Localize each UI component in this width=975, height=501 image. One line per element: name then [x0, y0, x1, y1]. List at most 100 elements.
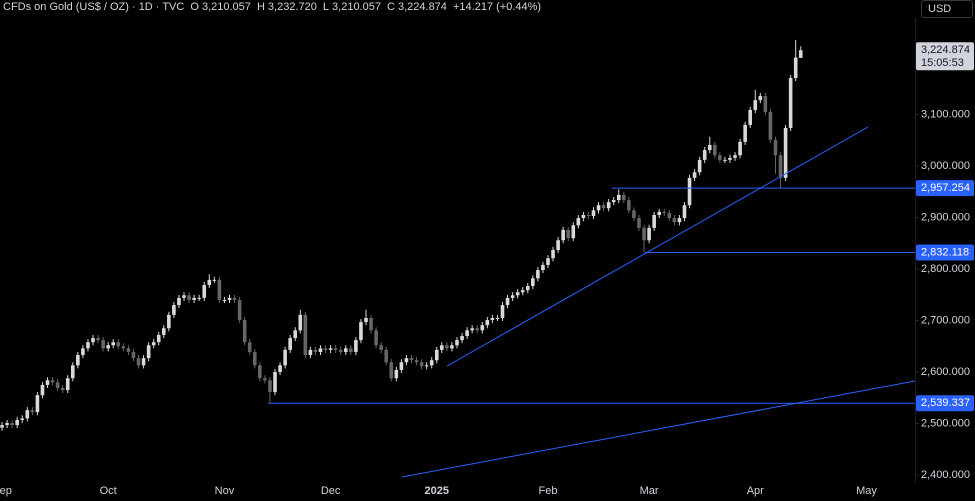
candle-body: [495, 317, 500, 319]
candle-body: [667, 212, 672, 219]
ohlc-key: L: [322, 1, 330, 13]
candle-body: [202, 285, 207, 298]
candle-body: [793, 57, 798, 79]
candle-body: [212, 279, 217, 281]
candle-body: [586, 214, 591, 217]
candle-body: [45, 380, 50, 385]
candle-body: [672, 218, 677, 223]
candle-body: [187, 295, 191, 300]
candle-body: [763, 96, 768, 112]
candle-body: [682, 205, 687, 219]
candle-body: [349, 348, 353, 352]
candle-body: [354, 340, 358, 352]
candle-body: [146, 345, 151, 359]
candle-body: [576, 218, 581, 226]
candle-body: [258, 365, 262, 379]
x-tick-label: Sep: [0, 485, 12, 497]
candle-body: [116, 342, 121, 347]
candle-body: [293, 330, 298, 339]
candle-body: [551, 249, 555, 259]
candle-body: [460, 335, 464, 341]
candle-body: [207, 279, 212, 286]
y-tick-label: 3,100.000: [921, 108, 970, 120]
candle-body: [728, 157, 732, 160]
candle-body: [733, 155, 737, 158]
candle-body: [303, 314, 308, 356]
candle-body: [632, 210, 636, 219]
candle-body: [490, 317, 495, 321]
candle-body: [647, 227, 651, 241]
countdown-label: 15:05:53: [921, 57, 964, 69]
candle-body: [222, 299, 227, 301]
candle-body: [161, 328, 166, 335]
candle-body: [783, 127, 788, 178]
candle-body: [515, 292, 520, 296]
candle-body: [394, 369, 399, 379]
candle-body: [419, 362, 424, 367]
candle-body: [707, 144, 712, 151]
candle-body: [440, 345, 444, 350]
candle-body: [434, 349, 439, 361]
last-price-label: 3,224.874: [921, 44, 970, 56]
ohlc-key: H: [256, 1, 265, 13]
candle-body: [384, 349, 389, 363]
candle-body: [338, 349, 343, 352]
candle-body: [0, 425, 4, 428]
candle-body: [106, 345, 110, 349]
ohlc-value: 3,210.057: [332, 1, 381, 13]
candle-body: [773, 139, 778, 156]
x-tick-label: Mar: [640, 485, 659, 497]
candle-body: [81, 348, 85, 356]
candle-body: [131, 351, 136, 359]
candle-body: [217, 279, 222, 300]
candle-body: [510, 295, 515, 298]
candle-body: [536, 270, 540, 279]
candle-body: [273, 372, 277, 393]
candle-body: [485, 320, 490, 326]
candle-body: [611, 200, 616, 203]
candle-body: [738, 141, 742, 156]
candle-body: [237, 299, 242, 321]
x-tick-label: 2025: [425, 485, 449, 497]
currency-button[interactable]: USD: [921, 0, 973, 18]
candle-body: [616, 194, 621, 201]
candle-body: [596, 205, 601, 211]
level-label: 2,539.337: [921, 397, 970, 409]
candle-body: [111, 342, 116, 346]
candle-body: [525, 286, 530, 291]
candle-body: [172, 305, 176, 315]
candle-body: [566, 229, 571, 239]
candle-body: [5, 423, 9, 426]
candle-body: [60, 387, 65, 391]
candle-body: [30, 410, 35, 413]
candle-body: [798, 50, 803, 58]
candle-body: [409, 358, 414, 361]
x-tick-label: Nov: [215, 485, 235, 497]
candle-body: [101, 340, 105, 349]
candle-body: [450, 345, 454, 349]
candle-body: [622, 194, 626, 201]
candle-body: [263, 378, 267, 381]
candle-body: [76, 355, 80, 366]
candle-body: [126, 348, 131, 352]
candle-body: [10, 423, 14, 426]
candle-body: [318, 348, 323, 352]
ohlc-value: 3,210.057: [201, 1, 251, 13]
candle-body: [268, 380, 272, 393]
trend-line: [401, 380, 916, 478]
candle-body: [379, 345, 383, 350]
symbol-title: CFDs on Gold (US$ / OZ) · 1D · TVC: [3, 1, 185, 13]
candle-body: [652, 214, 656, 228]
candle-body: [455, 340, 459, 346]
candle-body: [642, 227, 646, 241]
candle-body: [677, 218, 682, 223]
x-tick-label: Feb: [539, 485, 558, 497]
candle-body: [151, 342, 156, 346]
candle-body: [298, 314, 303, 331]
candle-body: [328, 348, 333, 350]
candle-body: [288, 338, 292, 350]
candle-body: [20, 418, 25, 420]
candle-body: [40, 384, 45, 396]
candle-body: [333, 348, 338, 350]
